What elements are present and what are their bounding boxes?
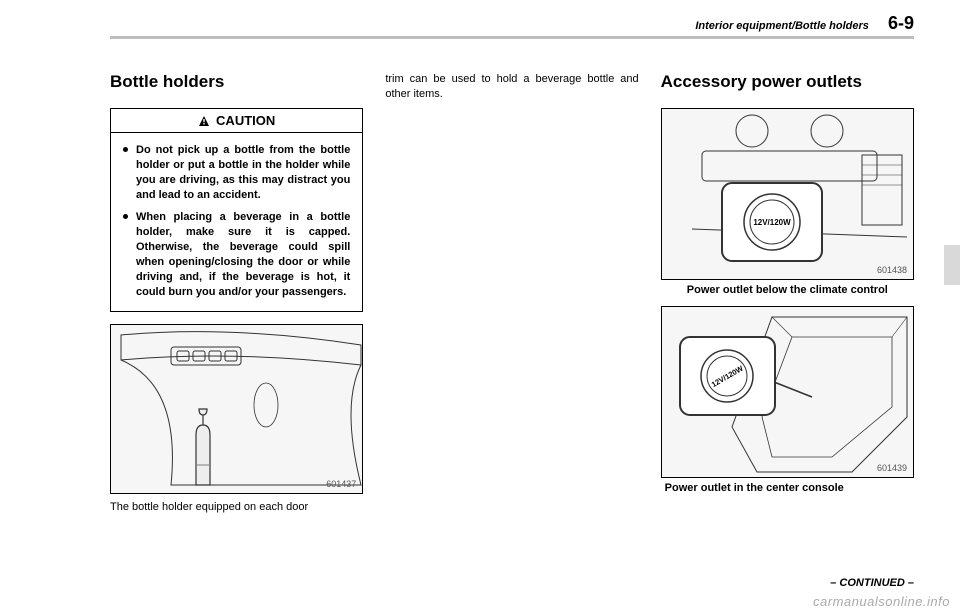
breadcrumb-text: Interior equipment/Bottle holders: [695, 20, 869, 32]
watermark: carmanualsonline.info: [813, 594, 950, 609]
page-number: 6-9: [888, 13, 914, 33]
caution-text: When placing a beverage in a bottle hold…: [136, 210, 350, 299]
caution-item: Do not pick up a bottle from the bottle …: [123, 143, 350, 202]
figure-caption: Power outlet below the climate control: [661, 284, 914, 296]
figure-outlet-console: 12V/120W 601439: [661, 306, 914, 478]
outlet-climate-illustration: 12V/120W: [662, 109, 914, 280]
caution-header: CAUTION: [111, 109, 362, 133]
figure-number: 601439: [877, 463, 907, 473]
section-title-bottle-holders: Bottle holders: [110, 72, 363, 92]
outlet-label: 12V/120W: [753, 218, 791, 227]
bullet-icon: [123, 214, 128, 219]
outlet-console-illustration: 12V/120W: [662, 307, 914, 478]
figure-bottle-holder: 601437: [110, 324, 363, 494]
column-1: Bottle holders CAUTION Do not pick up a …: [110, 72, 363, 561]
column-3: Accessory power outlets 12V/120W: [661, 72, 914, 561]
figure-number: 601437: [326, 479, 356, 489]
column-2: trim can be used to hold a beverage bott…: [385, 72, 638, 561]
content-columns: Bottle holders CAUTION Do not pick up a …: [110, 72, 914, 561]
figure-number: 601438: [877, 265, 907, 275]
figure-caption-lead: The bottle holder equipped on each door: [110, 500, 363, 515]
caution-box: CAUTION Do not pick up a bottle from the…: [110, 108, 363, 312]
figure-outlet-climate: 12V/120W 601438: [661, 108, 914, 280]
continued-label: – CONTINUED –: [830, 577, 914, 589]
caution-text: Do not pick up a bottle from the bottle …: [136, 143, 350, 202]
bottle-holder-illustration: [111, 325, 363, 494]
warning-icon: [198, 115, 210, 127]
page: Interior equipment/Bottle holders 6-9 Bo…: [0, 0, 960, 611]
continuation-text: trim can be used to hold a beverage bott…: [385, 72, 638, 102]
caution-item: When placing a beverage in a bottle hold…: [123, 210, 350, 299]
caution-label: CAUTION: [216, 113, 275, 128]
header-breadcrumb: Interior equipment/Bottle holders 6-9: [695, 13, 914, 34]
section-title-accessory-outlets: Accessory power outlets: [661, 72, 914, 92]
thumb-tab: [944, 245, 960, 285]
figure-caption: Power outlet in the center console: [661, 482, 914, 494]
bullet-icon: [123, 147, 128, 152]
header-rule: [110, 36, 914, 39]
caution-list: Do not pick up a bottle from the bottle …: [111, 133, 362, 311]
